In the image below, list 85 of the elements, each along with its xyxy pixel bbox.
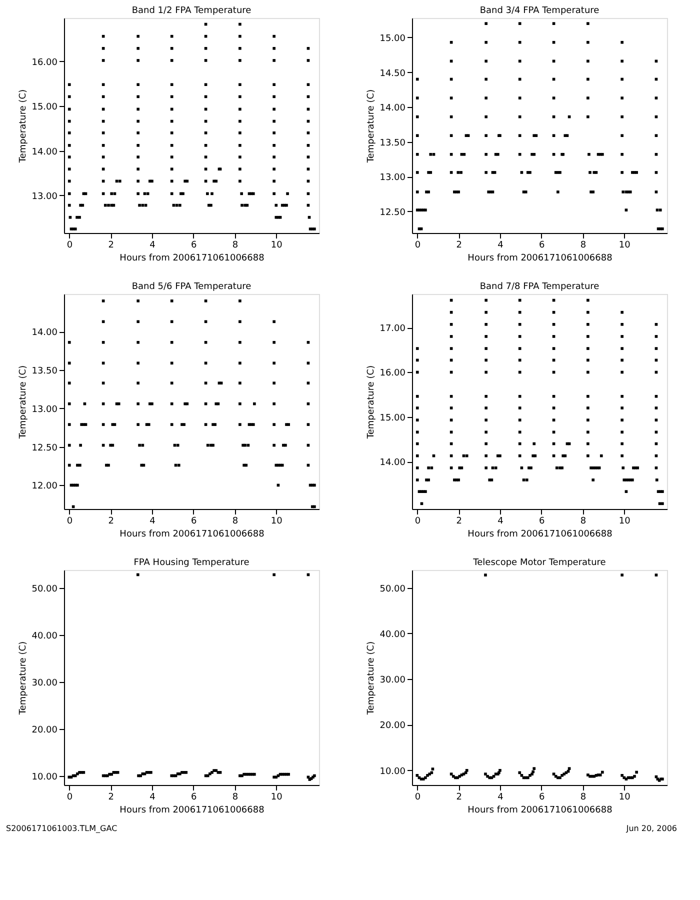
y-tick-label: 30.00 [32,678,58,689]
x-tick-label: 6 [190,792,197,802]
y-axis-title: Temperature (C) [366,641,377,716]
y-tick-label: 13.00 [380,173,406,184]
y-axis-title: Temperature (C) [366,89,377,164]
x-axis-title: Hours from 2006171061006688 [468,254,613,264]
x-tick-label: 6 [538,240,545,250]
y-tick-label: 20.00 [32,726,58,736]
text: Jun 20, 2006 [625,824,677,833]
x-tick-label: 6 [538,792,545,802]
y-tick-label: 14.50 [380,68,406,79]
y-tick-label: 16.00 [32,58,58,68]
y-tick-label: 50.00 [32,584,58,594]
x-tick-label: 4 [150,516,156,526]
y-tick-label: 10.00 [32,772,58,783]
y-tick-label: 16.00 [380,368,406,379]
x-tick-label: 2 [456,240,462,250]
chart-title: Band 5/6 FPA Temperature [132,282,252,292]
y-tick-label: 30.00 [380,676,406,686]
y-axis-title: Temperature (C) [18,641,29,716]
x-tick-label: 4 [498,792,504,802]
x-tick-label: 8 [580,516,586,526]
y-tick-label: 14.00 [380,104,406,114]
y-tick-label: 15.00 [32,102,58,113]
y-tick-label: 17.00 [380,324,406,334]
x-tick-label: 4 [150,240,156,250]
y-tick-label: 13.50 [380,138,406,148]
y-tick-label: 20.00 [380,721,406,732]
x-tick-label: 0 [66,792,73,802]
x-tick-label: 10 [270,240,283,250]
y-axis-title: Temperature (C) [18,365,29,440]
x-axis-title: Hours from 2006171061006688 [120,530,265,540]
x-tick-label: 0 [66,516,73,526]
x-tick-label: 0 [414,516,421,526]
x-tick-label: 10 [618,240,631,250]
x-tick-label: 2 [108,792,114,802]
x-tick-label: 10 [618,792,631,802]
x-tick-label: 2 [456,792,462,802]
y-tick-label: 12.00 [32,482,58,492]
y-tick-label: 40.00 [380,630,406,640]
x-tick-label: 8 [232,516,238,526]
text: S2006171061003.TLM_GAC [6,824,118,833]
x-axis-title: Hours from 2006171061006688 [468,806,613,816]
chart-title: FPA Housing Temperature [134,558,250,568]
x-tick-label: 10 [270,792,283,802]
y-tick-label: 12.50 [380,208,406,218]
x-tick-label: 6 [190,516,197,526]
x-tick-label: 6 [538,516,545,526]
chart-title: Band 1/2 FPA Temperature [132,6,252,16]
x-tick-label: 4 [150,792,156,802]
y-axis-title: Temperature (C) [366,365,377,440]
x-axis-title: Hours from 2006171061006688 [120,806,265,816]
x-tick-label: 4 [498,240,504,250]
y-tick-label: 14.00 [32,147,58,158]
x-axis-title: Hours from 2006171061006688 [468,530,613,540]
x-tick-label: 10 [270,516,283,526]
x-tick-label: 6 [190,240,197,250]
chart-title: Band 3/4 FPA Temperature [480,6,600,16]
x-tick-label: 8 [580,792,586,802]
y-axis-title: Temperature (C) [18,89,29,164]
y-tick-label: 10.00 [380,766,406,777]
x-tick-label: 8 [232,792,238,802]
chart-title: Band 7/8 FPA Temperature [480,282,600,292]
y-tick-label: 15.00 [380,413,406,424]
x-tick-label: 2 [456,516,462,526]
x-tick-label: 0 [414,792,421,802]
x-tick-label: 10 [618,516,631,526]
y-tick-label: 40.00 [32,631,58,642]
chart-title: Telescope Motor Temperature [472,558,606,568]
y-tick-label: 12.50 [32,443,58,454]
x-tick-label: 8 [232,240,238,250]
y-tick-label: 13.00 [32,192,58,202]
x-tick-label: 0 [414,240,421,250]
y-tick-label: 50.00 [380,584,406,594]
x-tick-label: 2 [108,240,114,250]
y-tick-label: 13.50 [32,366,58,377]
y-tick-label: 14.00 [380,458,406,468]
x-tick-label: 4 [498,516,504,526]
y-tick-label: 13.00 [32,404,58,415]
x-tick-label: 8 [580,240,586,250]
x-tick-label: 0 [66,240,73,250]
x-axis-title: Hours from 2006171061006688 [120,254,265,264]
y-tick-label: 15.00 [380,34,406,44]
y-tick-label: 14.00 [32,328,58,338]
x-tick-label: 2 [108,516,114,526]
